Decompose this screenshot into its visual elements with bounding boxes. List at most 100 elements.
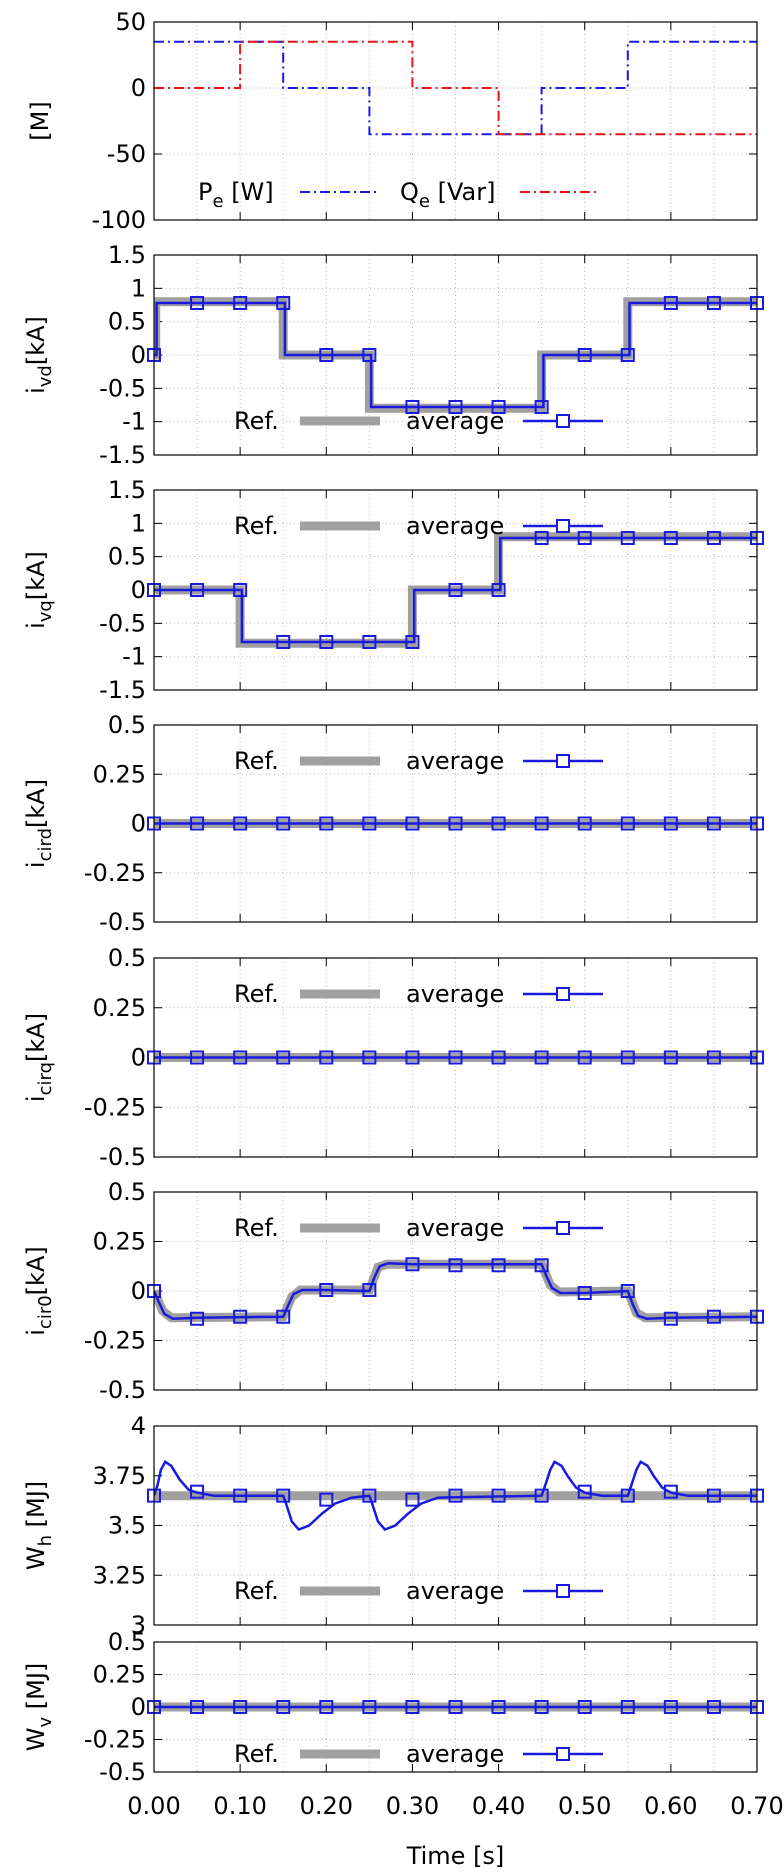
average-marker <box>448 583 463 597</box>
average-marker <box>620 1488 635 1503</box>
y-tick-label: -0.5 <box>99 908 146 936</box>
y-tick-label: 0.5 <box>108 1628 146 1656</box>
y-tick-label: 1.5 <box>108 476 146 504</box>
average-marker <box>190 1700 205 1714</box>
y-axis-title: icir0[kA] <box>22 1246 56 1335</box>
plot-area <box>154 40 757 136</box>
panel-frame <box>153 489 758 691</box>
average-marker <box>276 816 291 831</box>
average-marker <box>190 583 205 597</box>
average-marker <box>620 1284 635 1298</box>
average-marker <box>491 1050 506 1065</box>
legend-label-average: average <box>406 407 504 435</box>
legend-marker-average <box>556 1584 570 1598</box>
y-tick-label: -0.25 <box>84 1726 146 1754</box>
series-line-red <box>154 40 757 136</box>
average-marker <box>405 400 420 414</box>
average-marker <box>362 1700 377 1714</box>
average-marker <box>319 816 334 831</box>
y-tick-label: -0.5 <box>99 1143 146 1171</box>
average-marker <box>577 348 592 362</box>
average-marker <box>448 400 463 414</box>
panel-frame <box>153 1191 758 1391</box>
legend-label-ref: Ref. <box>234 1740 279 1768</box>
panel-icir0: 0.5 0.25 0 -0.25 -0.5 icir0[kA] Ref. average <box>22 1178 764 1404</box>
y-tick-label: -100 <box>92 206 146 234</box>
legend-marker-average <box>556 754 570 768</box>
y-tick-label: -0.25 <box>84 1093 146 1121</box>
x-tick-label: 0.70 <box>730 1792 783 1820</box>
average-marker <box>362 1488 377 1503</box>
average-marker <box>190 1050 205 1065</box>
legend-label-average: average <box>406 1214 504 1242</box>
average-marker <box>706 1488 721 1503</box>
y-tick-label: 0 <box>131 576 146 604</box>
y-tick-label: -0.25 <box>84 859 146 887</box>
panel-icirq: 0.5 0.25 0 -0.25 -0.5 icirq[kA] Ref. average <box>22 944 764 1171</box>
y-tick-label: 3.5 <box>108 1512 146 1540</box>
average-marker <box>491 1488 506 1503</box>
y-tick-label: -0.5 <box>99 1376 146 1404</box>
average-marker <box>233 583 248 597</box>
y-tick-label: 0.25 <box>93 760 146 788</box>
average-marker <box>276 635 291 649</box>
average-marker <box>577 1285 592 1300</box>
average-marker <box>362 1050 377 1065</box>
x-tick-label: 0.60 <box>644 1792 697 1820</box>
average-marker <box>276 1050 291 1065</box>
average-marker <box>362 348 377 362</box>
y-tick-label: -1.5 <box>99 441 146 469</box>
panel-ivd: 1.5 1 0.5 0 -0.5 -1 -1.5 ivd[kA] Ref. average <box>22 241 764 469</box>
average-line <box>154 1262 757 1320</box>
average-marker <box>620 1700 635 1714</box>
average-marker <box>405 635 420 649</box>
average-marker <box>319 1492 334 1507</box>
legend-label-pe: Pe [W] <box>198 178 274 212</box>
y-tick-label: 0 <box>131 810 146 838</box>
average-marker <box>362 816 377 831</box>
panel-frame <box>153 1425 758 1626</box>
y-axis-title: Wv [MJ] <box>22 1663 56 1752</box>
average-marker <box>491 583 506 597</box>
panel-frame <box>153 724 758 923</box>
legend-label-ref: Ref. <box>234 747 279 775</box>
grid <box>154 1426 757 1625</box>
average-marker <box>405 1257 420 1272</box>
y-tick-label: 0.25 <box>93 1228 146 1256</box>
average-marker <box>319 1700 334 1714</box>
average-marker <box>534 400 549 414</box>
y-tick-label: 3.75 <box>93 1462 146 1490</box>
x-tick-label: 0.30 <box>386 1792 439 1820</box>
average-marker <box>233 1309 248 1324</box>
ref-line <box>154 532 757 648</box>
y-tick-label: 3 <box>131 1611 146 1639</box>
average-marker <box>534 816 549 831</box>
average-marker <box>233 1700 248 1714</box>
average-marker <box>405 1492 420 1507</box>
average-marker <box>577 531 592 545</box>
y-tick-label: -0.5 <box>99 609 146 637</box>
average-marker <box>448 1488 463 1503</box>
average-line <box>154 1459 757 1531</box>
y-tick-label: 0.5 <box>108 944 146 972</box>
average-marker <box>405 1050 420 1065</box>
average-line <box>154 301 757 409</box>
average-marker <box>577 1050 592 1065</box>
legend-label-ref: Ref. <box>234 1214 279 1242</box>
average-marker <box>405 816 420 831</box>
legend-label-average: average <box>406 1577 504 1605</box>
y-tick-label: 0.25 <box>93 1661 146 1689</box>
legend-label-qe: Qe [Var] <box>400 178 495 212</box>
y-tick-label: 0.5 <box>108 543 146 571</box>
average-marker <box>534 1488 549 1503</box>
average-marker <box>448 816 463 831</box>
y-tick-label: -1 <box>122 408 146 436</box>
average-line <box>154 536 757 644</box>
average-marker <box>233 296 248 310</box>
y-tick-label: 0 <box>131 1044 146 1072</box>
average-marker <box>534 1258 549 1273</box>
average-marker <box>319 635 334 649</box>
average-marker <box>620 816 635 831</box>
legend-marker-average <box>556 1747 570 1761</box>
